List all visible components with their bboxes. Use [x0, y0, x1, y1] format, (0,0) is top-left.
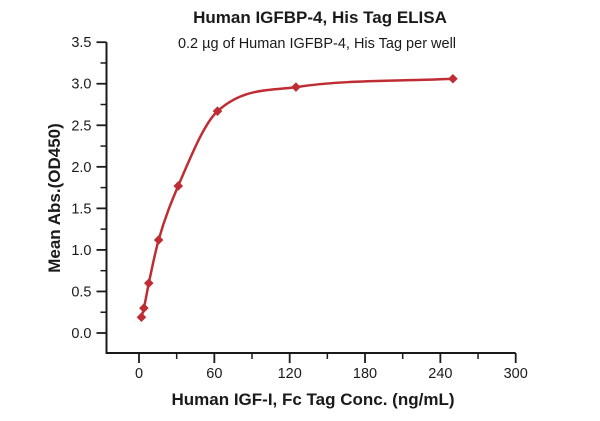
data-point-marker [212, 106, 223, 116]
x-tick-label: 180 [353, 366, 377, 382]
data-point-marker [448, 73, 458, 84]
y-tick-label: 3.5 [71, 35, 91, 51]
x-tick-label: 0 [135, 366, 143, 382]
x-tick-label: 240 [428, 366, 452, 382]
x-tick-label: 300 [504, 366, 528, 382]
y-tick-label: 3.0 [71, 77, 91, 93]
y-tick-label: 2.5 [71, 118, 91, 134]
data-point-marker [173, 181, 184, 191]
data-point-marker [143, 278, 154, 288]
fit-curve [140, 77, 455, 319]
chart-subtitle: 0.2 µg of Human IGFBP-4, His Tag per wel… [177, 36, 457, 52]
y-tick-label: 0.5 [71, 284, 91, 300]
data-point-marker [153, 235, 164, 245]
x-axis-label: Human IGF-I, Fc Tag Conc. (ng/mL) [171, 390, 455, 409]
axis-lines [105, 42, 516, 354]
data-point-marker [136, 312, 147, 323]
chart-title: Human IGFBP-4, His Tag ELISA [193, 8, 447, 27]
y-tick-label: 1.5 [71, 201, 91, 217]
y-tick-label: 0.0 [71, 326, 91, 342]
x-tick-label: 120 [278, 366, 302, 382]
data-point-marker [139, 303, 149, 313]
data-point-marker [291, 82, 301, 92]
x-tick-label: 60 [206, 366, 222, 382]
y-tick-label: 2.0 [71, 160, 91, 176]
y-tick-label: 1.0 [71, 243, 91, 259]
